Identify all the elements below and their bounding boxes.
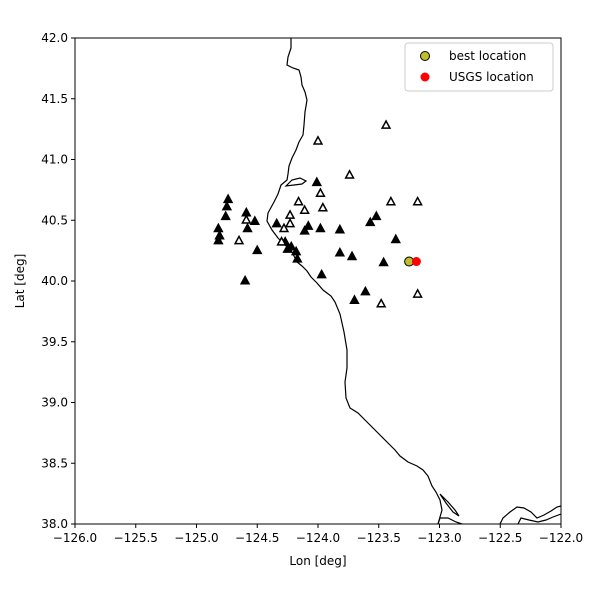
station-filled-marker [349, 294, 360, 304]
station-filled-marker [334, 223, 346, 234]
station-filled-marker [365, 216, 376, 227]
y-axis-label: Lat [deg] [13, 254, 27, 309]
legend-box [404, 42, 554, 92]
station-filled-marker [378, 256, 389, 267]
y-axis-ticks: 38.0 38.5 39.0 39.5 40.0 40.5 41.0 41.5 42.0 [41, 31, 75, 531]
station-open-marker [317, 202, 329, 212]
x-tick-label: −122.5 [478, 531, 522, 545]
usgs-location-point [411, 257, 421, 267]
x-tick-label: −122.0 [539, 531, 583, 545]
x-tick-label: −125.5 [114, 531, 158, 545]
legend-marker-usgs-location [420, 72, 430, 82]
station-filled-marker [299, 225, 310, 235]
station-filled-marker [222, 193, 234, 204]
legend-label-usgs-location: USGS location [449, 70, 534, 84]
legend-label-best-location: best location [449, 49, 526, 63]
coastline [266, 38, 443, 524]
y-tick-label: 38.5 [41, 456, 68, 470]
x-tick-label: −126.0 [53, 531, 97, 545]
station-open-marker [284, 217, 296, 228]
station-filled-marker [290, 245, 302, 256]
y-tick-label: 42.0 [41, 31, 68, 45]
station-filled-marker [346, 250, 358, 261]
x-tick-label: −124.0 [296, 531, 340, 545]
station-filled-marker [252, 244, 263, 255]
station-open-marker [376, 298, 387, 308]
station-open-marker [412, 288, 423, 298]
coastline-spit [439, 493, 460, 517]
coastline-bay [437, 517, 463, 524]
coastline-islet [284, 177, 308, 187]
station-filled-marker [249, 215, 261, 225]
x-tick-label: −123.5 [357, 531, 401, 545]
station-open-marker [380, 119, 392, 129]
y-tick-label: 40.5 [41, 213, 68, 227]
y-tick-label: 39.0 [41, 396, 68, 410]
y-tick-label: 41.0 [41, 153, 68, 167]
y-tick-label: 40.0 [41, 274, 68, 288]
station-filled-marker [239, 274, 251, 285]
station-filled-marker [213, 222, 224, 233]
y-tick-label: 38.0 [41, 517, 68, 531]
station-filled-marker [286, 240, 297, 251]
series-group [404, 256, 421, 267]
station-filled-marker [221, 200, 233, 211]
y-tick-label: 39.5 [41, 335, 68, 349]
station-open-marker [276, 236, 287, 246]
station-open-marker [385, 195, 397, 206]
station-open-marker [233, 234, 245, 245]
x-tick-label: −125.0 [174, 531, 218, 545]
station-filled-marker [311, 176, 322, 187]
coastline-layer [266, 38, 561, 524]
y-tick-label: 41.5 [41, 92, 68, 106]
legend-marker-best-location [420, 51, 430, 61]
station-filled-marker [220, 210, 231, 221]
station-open-marker [284, 209, 296, 219]
station-open-marker [344, 169, 355, 179]
station-open-marker [241, 214, 252, 224]
station-filled-marker [334, 247, 346, 257]
station-filled-marker [292, 253, 303, 263]
stations-open-group [233, 119, 423, 308]
station-filled-marker [390, 233, 401, 244]
station-open-marker [278, 222, 290, 233]
station-open-marker [293, 195, 304, 206]
station-open-marker [312, 135, 324, 145]
station-open-marker [412, 195, 423, 206]
station-filled-marker [271, 217, 282, 228]
coastline-headland [499, 505, 561, 524]
station-filled-marker [213, 234, 224, 245]
x-tick-label: −123.0 [417, 531, 461, 545]
station-filled-marker [360, 285, 371, 296]
coastline-inner-shore [517, 513, 561, 524]
plot-background [75, 38, 561, 524]
station-filled-marker [316, 268, 327, 279]
station-filled-marker [242, 222, 253, 233]
x-tick-label: −124.5 [235, 531, 279, 545]
stations-filled-group [213, 176, 401, 304]
station-open-marker [315, 187, 326, 197]
x-axis-ticks: −126.0 −125.5 −125.0 −124.5 −124.0 −123.5 −123… [53, 524, 583, 545]
station-filled-marker [371, 210, 382, 221]
station-filled-marker [315, 222, 326, 233]
station-filled-marker [303, 220, 314, 230]
x-axis-label: Lon [deg] [289, 554, 346, 568]
station-open-marker [299, 204, 310, 214]
legend: best location USGS location [404, 42, 554, 92]
